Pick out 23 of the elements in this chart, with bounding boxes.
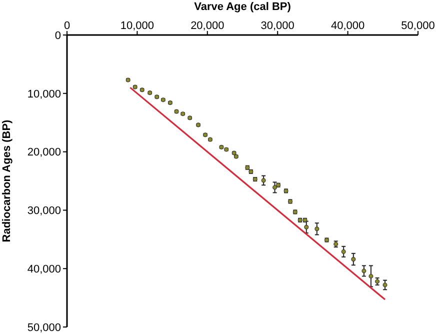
y-tick-label: 40,000 (27, 263, 61, 276)
y-tick-label: 50,000 (27, 322, 61, 334)
x-tick-label: 20,000 (190, 20, 224, 32)
x-tick-label: 30,000 (260, 20, 294, 32)
y-axis-title: Radiocarbon Ages (BP) (1, 119, 13, 242)
point (341, 249, 346, 254)
x-tick-label: 50,000 (401, 20, 435, 32)
point (382, 282, 388, 288)
point (362, 268, 366, 274)
x-tick-label: 40,000 (330, 20, 365, 32)
point (351, 257, 356, 262)
point (261, 178, 266, 183)
y-tick-label: 30,000 (27, 205, 61, 218)
y-tick-label: 0 (54, 30, 61, 42)
x-tick-label: 10,000 (120, 20, 154, 32)
y-tick-label: 10,000 (27, 88, 61, 100)
point (272, 185, 278, 190)
point (368, 274, 374, 278)
x-axis-title: Varve Age (cal BP) (194, 1, 292, 13)
x-tick-label: 0 (64, 20, 70, 32)
point (304, 224, 309, 230)
y-tick-label: 20,000 (27, 146, 61, 159)
point (314, 226, 320, 232)
